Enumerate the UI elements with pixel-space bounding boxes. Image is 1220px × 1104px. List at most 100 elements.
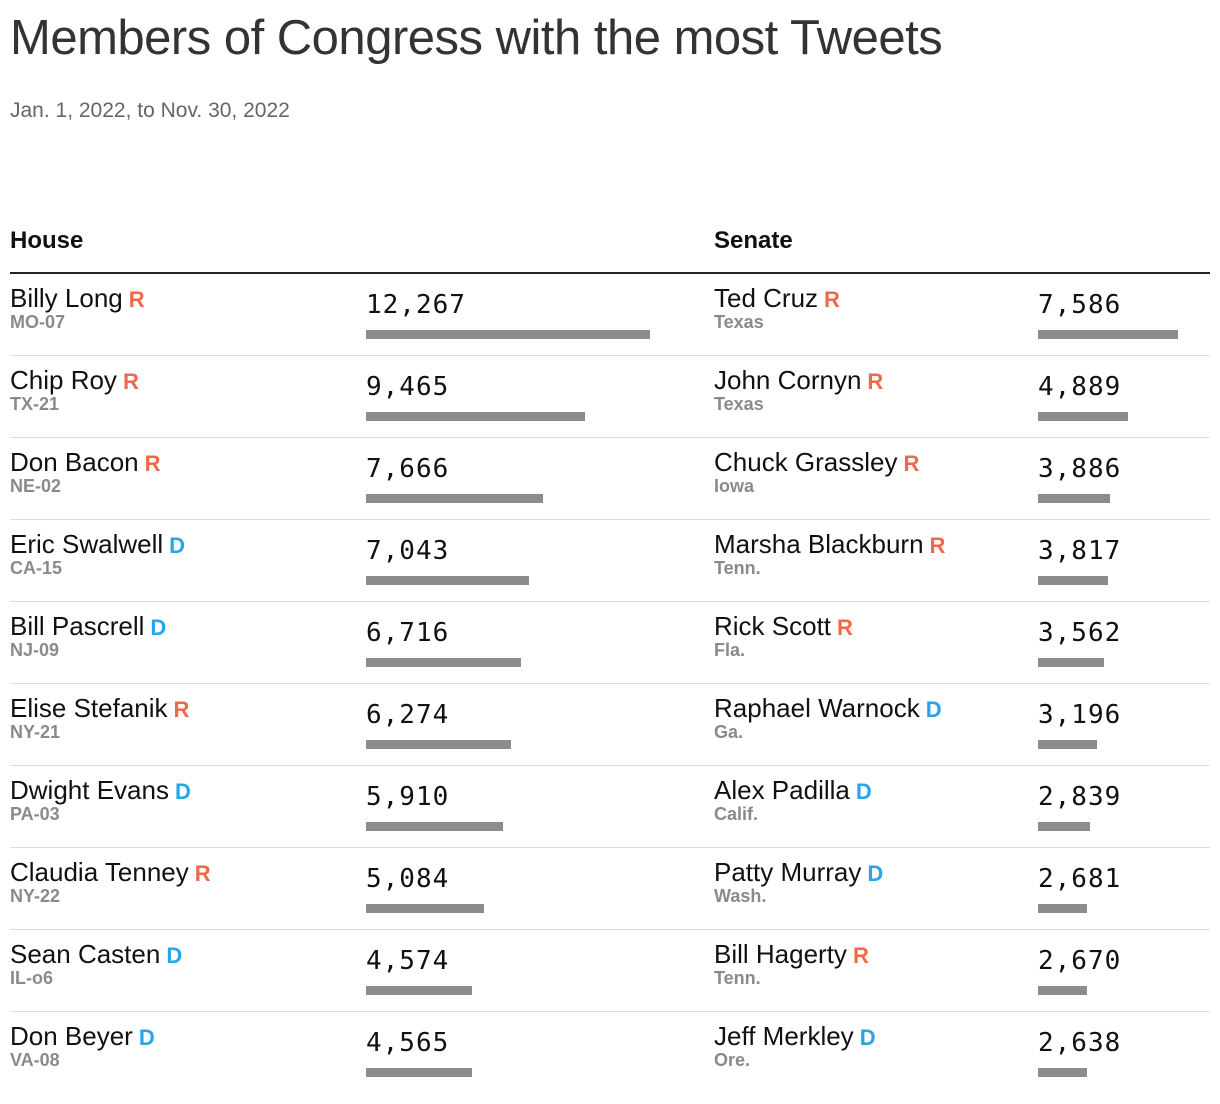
chart-title: Members of Congress with the most Tweets xyxy=(10,11,943,65)
member-district: Ore. xyxy=(714,1050,751,1070)
party-badge: R xyxy=(867,369,884,394)
member-district: Tenn. xyxy=(714,968,761,988)
tweet-count-bar xyxy=(1038,904,1087,913)
tweet-count-label: 2,681 xyxy=(1038,864,1122,894)
tweet-count-bar xyxy=(1038,740,1097,749)
member-name-line: Marsha Blackburn R xyxy=(714,529,945,561)
table-row: Bill Pascrell D NJ-09 6,716 xyxy=(10,602,714,684)
tweet-count-label: 7,043 xyxy=(366,536,450,566)
member-name-line: Bill Pascrell D xyxy=(10,611,166,643)
member-name-line: Bill Hagerty R xyxy=(714,939,869,971)
member-name: Bill Pascrell xyxy=(10,611,145,641)
senate-heading: Senate xyxy=(714,224,1210,274)
tweet-count-label: 5,084 xyxy=(366,864,450,894)
tweet-count-bar xyxy=(1038,658,1104,667)
party-badge: R xyxy=(128,287,145,312)
member-district: VA-08 xyxy=(10,1050,60,1070)
member-name: Marsha Blackburn xyxy=(714,529,924,559)
member-district: Tenn. xyxy=(714,558,761,578)
party-badge: R xyxy=(824,287,840,312)
table-row: Chuck Grassley R Iowa 3,886 xyxy=(714,438,1210,520)
member-name: Bill Hagerty xyxy=(714,939,847,969)
tweet-count-label: 2,670 xyxy=(1038,946,1122,976)
tweet-count-bar xyxy=(1038,986,1087,995)
member-name: Don Beyer xyxy=(10,1021,133,1051)
tweet-count-label: 3,886 xyxy=(1038,454,1122,484)
tweet-count-bar xyxy=(366,904,484,913)
table-row: Dwight Evans D PA-03 5,910 xyxy=(10,766,714,848)
member-name: Eric Swalwell xyxy=(10,529,164,559)
member-name-line: Alex Padilla D xyxy=(714,775,872,807)
member-name-line: Elise Stefanik R xyxy=(10,693,189,725)
tweet-count-bar xyxy=(366,658,521,667)
member-district: Iowa xyxy=(714,476,755,496)
tweet-count-label: 4,565 xyxy=(366,1028,450,1058)
member-name-line: Don Beyer D xyxy=(10,1021,155,1053)
member-name: Ted Cruz xyxy=(714,283,819,313)
member-name: Don Bacon xyxy=(10,447,139,477)
table-row: Don Beyer D VA-08 4,565 xyxy=(10,1012,714,1094)
member-name-line: Claudia Tenney R xyxy=(10,857,211,889)
tweet-count-label: 4,889 xyxy=(1038,372,1122,402)
party-badge: R xyxy=(144,451,161,476)
party-badge: D xyxy=(166,943,183,968)
table-row: Marsha Blackburn R Tenn. 3,817 xyxy=(714,520,1210,602)
member-name-line: Chuck Grassley R xyxy=(714,447,919,479)
tweet-count-bar xyxy=(1038,1068,1087,1077)
member-district: Ga. xyxy=(714,722,744,742)
member-name: Jeff Merkley xyxy=(714,1021,854,1051)
tweet-count-bar xyxy=(1038,330,1178,339)
house-heading: House xyxy=(10,224,714,274)
tweet-count-label: 9,465 xyxy=(366,372,450,402)
member-name: Rick Scott xyxy=(714,611,832,641)
member-district: Calif. xyxy=(714,804,759,824)
member-district: Fla. xyxy=(714,640,746,660)
table-row: Bill Hagerty R Tenn. 2,670 xyxy=(714,930,1210,1012)
member-name-line: Eric Swalwell D xyxy=(10,529,185,561)
member-district: NY-21 xyxy=(10,722,61,742)
tweet-count-bar xyxy=(366,494,543,503)
tweet-count-bar xyxy=(366,412,585,421)
party-badge: R xyxy=(194,861,211,886)
member-name-line: Dwight Evans D xyxy=(10,775,191,807)
member-name: Claudia Tenney xyxy=(10,857,189,887)
tweet-count-label: 6,716 xyxy=(366,618,450,648)
tweet-count-bar xyxy=(366,1068,472,1077)
member-district: Wash. xyxy=(714,886,767,906)
house-rows: Billy Long R MO-07 12,267 Chip Roy R TX-21 9,46… xyxy=(10,274,714,1094)
member-name-line: Sean Casten D xyxy=(10,939,182,971)
tweet-count-bar xyxy=(1038,576,1108,585)
member-name: Patty Murray xyxy=(714,857,862,887)
member-district: CA-15 xyxy=(10,558,63,578)
member-name-line: Rick Scott R xyxy=(714,611,853,643)
member-district: IL-o6 xyxy=(10,968,53,988)
table-row: Rick Scott R Fla. 3,562 xyxy=(714,602,1210,684)
member-name: Dwight Evans xyxy=(10,775,169,805)
member-name-line: Chip Roy R xyxy=(10,365,139,397)
party-badge: R xyxy=(929,533,946,558)
tweet-count-label: 12,267 xyxy=(366,290,466,320)
table-row: Jeff Merkley D Ore. 2,638 xyxy=(714,1012,1210,1094)
tweet-count-bar xyxy=(366,576,529,585)
party-badge: R xyxy=(837,615,853,640)
tweet-count-bar xyxy=(366,986,472,995)
tweet-count-label: 7,666 xyxy=(366,454,450,484)
party-badge: D xyxy=(169,533,186,558)
member-district: PA-03 xyxy=(10,804,60,824)
tweet-count-label: 3,817 xyxy=(1038,536,1122,566)
party-badge: D xyxy=(138,1025,155,1050)
tweet-count-bar xyxy=(1038,412,1128,421)
member-district: Texas xyxy=(714,312,764,332)
party-badge: D xyxy=(174,779,191,804)
tweet-count-label: 5,910 xyxy=(366,782,450,812)
member-name: Elise Stefanik xyxy=(10,693,168,723)
member-name: Billy Long xyxy=(10,283,123,313)
party-badge: D xyxy=(925,697,942,722)
member-district: NJ-09 xyxy=(10,640,60,660)
party-badge: D xyxy=(859,1025,876,1050)
tweet-count-bar xyxy=(1038,494,1110,503)
senate-panel: Senate Ted Cruz R Texas 7,586 John Cornyn R Te… xyxy=(714,224,1210,1094)
senate-rows: Ted Cruz R Texas 7,586 John Cornyn R Texas 4,88… xyxy=(714,274,1210,1094)
party-badge: R xyxy=(852,943,869,968)
member-name: Chuck Grassley xyxy=(714,447,898,477)
